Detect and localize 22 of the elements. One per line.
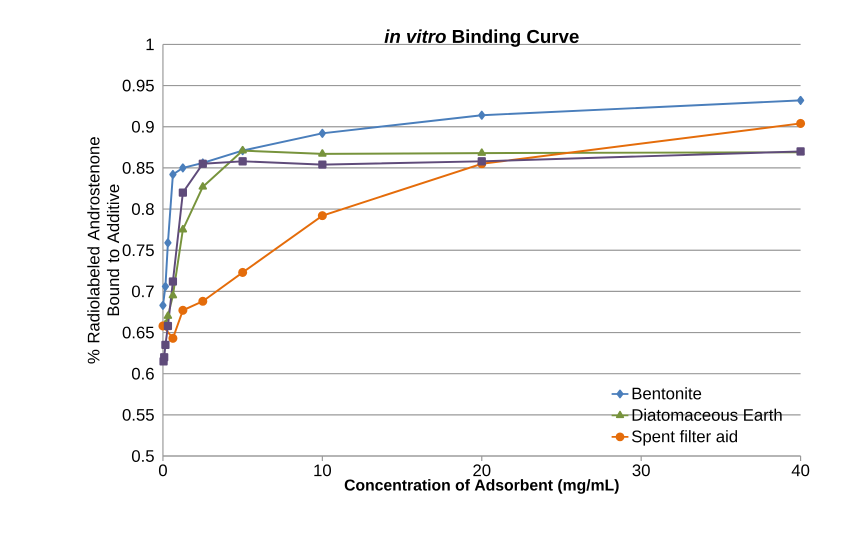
- legend-label: Bentonite: [632, 387, 702, 400]
- chart-title: in vitro Binding Curve: [384, 29, 579, 47]
- y-tick-label: 0.65: [122, 326, 154, 338]
- y-tick-label: 0.55: [122, 408, 154, 421]
- y-tick-label: 1: [146, 38, 154, 50]
- y-tick-label: 0.95: [122, 80, 154, 92]
- y-tick-label: 0.7: [132, 285, 154, 298]
- x-tick-label: 30: [632, 464, 650, 476]
- y-tick-label: 0.75: [122, 244, 154, 256]
- y-tick-label: 0.6: [132, 368, 154, 380]
- x-tick-label: 20: [473, 464, 490, 476]
- y-tick-label: 0.5: [132, 450, 154, 462]
- x-tick-label: 40: [792, 464, 810, 476]
- y-axis-title: % Radiolabeled Androstenone Bound to Additive: [87, 137, 120, 364]
- y-tick-label: 0.8: [132, 203, 154, 216]
- x-tick-label: 0: [158, 464, 167, 476]
- y-tick-label: 0.85: [122, 162, 154, 174]
- legend-label: Spent filter aid: [632, 430, 738, 446]
- x-axis-title: Concentration of Adsorbent (mg/mL): [344, 479, 619, 494]
- x-tick-label: 10: [314, 464, 332, 476]
- legend-label: Diatomaceous Earth: [632, 408, 782, 421]
- y-tick-label: 0.9: [132, 120, 154, 133]
